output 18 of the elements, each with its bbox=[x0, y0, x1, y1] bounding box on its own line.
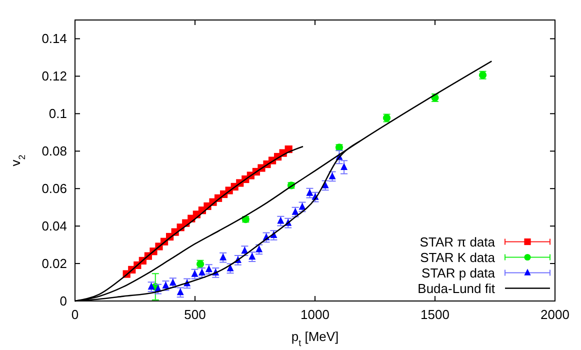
x-axis-title: p$_{t}$ [MeV] bbox=[291, 329, 339, 348]
y-tick-label: 0.08 bbox=[42, 144, 67, 159]
y-tick-label: 0.02 bbox=[42, 256, 67, 272]
legend-label: STAR p data bbox=[422, 265, 496, 280]
x-tick-label: 2000 bbox=[540, 307, 570, 322]
y-tick-label: 0.1 bbox=[48, 106, 67, 122]
y-tick-label: 0.14 bbox=[42, 31, 67, 46]
y-tick-label: 0.04 bbox=[42, 218, 67, 234]
legend-label: Buda-Lund fit bbox=[418, 280, 496, 296]
x-tick-label: 500 bbox=[184, 307, 206, 322]
x-tick-label: 1500 bbox=[420, 307, 450, 322]
y-tick-label: 0.06 bbox=[42, 181, 67, 196]
y-tick-label: 0.12 bbox=[42, 68, 67, 84]
legend-label: STAR π data bbox=[420, 234, 496, 250]
legend-label: STAR K data bbox=[420, 250, 496, 265]
y-tick-label: 0 bbox=[60, 294, 67, 308]
x-tick-label: 0 bbox=[71, 307, 79, 322]
x-tick-label: 1000 bbox=[300, 307, 330, 322]
